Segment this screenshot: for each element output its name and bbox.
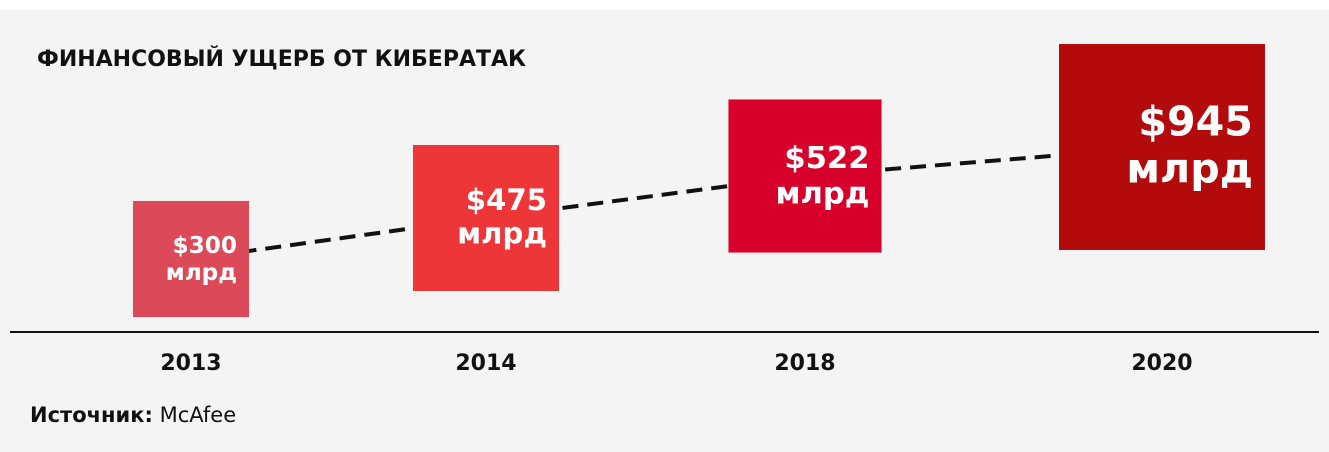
x-tick-label: 2013: [160, 351, 221, 376]
value-label: $522 млрд: [775, 141, 869, 211]
value-label-line: $945: [1138, 97, 1253, 145]
chart-title: ФИНАНСОВЫЙ УЩЕРБ ОТ КИБЕРАТАК: [37, 46, 526, 72]
square: [132, 200, 250, 318]
value-label-line: млрд: [1126, 145, 1253, 193]
square: [728, 99, 882, 253]
square: [412, 144, 560, 292]
value-label-line: млрд: [775, 176, 869, 211]
square: [1059, 44, 1265, 250]
value-label-line: млрд: [166, 258, 237, 285]
value-label: $475 млрд: [457, 183, 547, 251]
value-label-line: $475: [466, 183, 547, 217]
trend-line: [190, 145, 1163, 261]
value-label-line: $522: [784, 141, 869, 176]
value-label-line: $300: [172, 232, 237, 259]
source-label: Источник:: [30, 403, 153, 427]
value-label-line: млрд: [457, 217, 547, 251]
x-tick-label: 2018: [774, 351, 835, 376]
value-label: $945 млрд: [1126, 97, 1253, 192]
x-tick-label: 2020: [1131, 351, 1192, 376]
x-tick-label: 2014: [455, 351, 516, 376]
value-label: $300 млрд: [166, 232, 237, 286]
source-name: McAfee: [160, 403, 237, 427]
source: Источник: McAfee: [30, 403, 236, 427]
